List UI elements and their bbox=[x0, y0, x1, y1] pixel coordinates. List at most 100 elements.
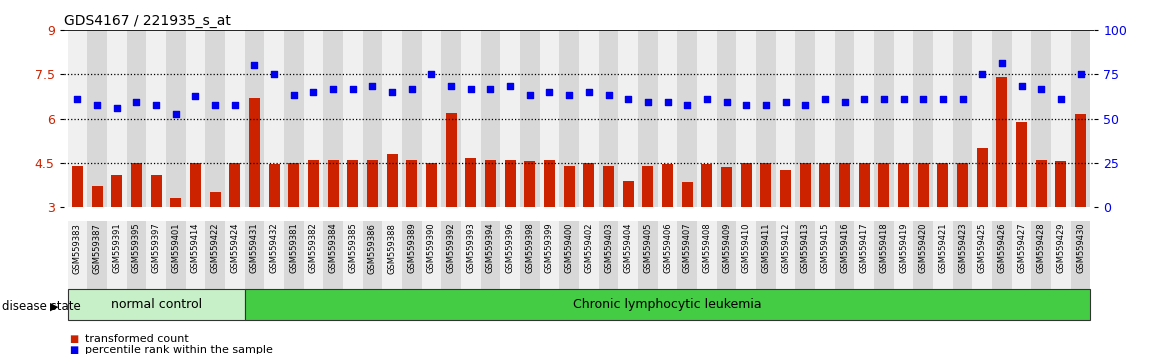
Bar bbox=[67, 221, 87, 299]
Bar bbox=[210, 192, 220, 207]
Bar bbox=[564, 166, 574, 207]
Bar bbox=[899, 163, 909, 207]
Text: GSM559406: GSM559406 bbox=[664, 223, 672, 273]
Bar bbox=[1071, 30, 1091, 207]
Point bbox=[482, 86, 500, 92]
Bar bbox=[146, 221, 166, 299]
Text: GSM559386: GSM559386 bbox=[368, 223, 378, 274]
Bar bbox=[328, 160, 338, 207]
Bar bbox=[72, 166, 83, 207]
Bar bbox=[579, 30, 599, 207]
Bar bbox=[697, 30, 717, 207]
Bar bbox=[879, 163, 889, 207]
Bar bbox=[584, 163, 594, 207]
Point bbox=[638, 99, 657, 105]
Bar bbox=[205, 221, 225, 299]
Point bbox=[618, 97, 637, 102]
Point bbox=[186, 93, 205, 99]
Bar bbox=[244, 289, 1091, 320]
Bar bbox=[855, 221, 874, 299]
Text: GSM559407: GSM559407 bbox=[683, 223, 691, 273]
Bar bbox=[382, 221, 402, 299]
Bar bbox=[658, 30, 677, 207]
Bar bbox=[540, 221, 559, 299]
Point bbox=[68, 97, 87, 102]
Point bbox=[1071, 72, 1090, 77]
Text: percentile rank within the sample: percentile rank within the sample bbox=[85, 346, 272, 354]
Point bbox=[167, 111, 185, 117]
Bar bbox=[520, 30, 540, 207]
Bar bbox=[500, 221, 520, 299]
Bar bbox=[249, 98, 259, 207]
Bar bbox=[835, 30, 855, 207]
Bar bbox=[146, 30, 166, 207]
Bar bbox=[973, 221, 992, 299]
Bar bbox=[776, 221, 796, 299]
Bar bbox=[736, 221, 756, 299]
Bar bbox=[717, 221, 736, 299]
Bar bbox=[67, 30, 87, 207]
Bar bbox=[717, 30, 736, 207]
Point bbox=[717, 99, 735, 105]
Point bbox=[697, 97, 716, 102]
Bar bbox=[894, 30, 914, 207]
Bar bbox=[481, 221, 500, 299]
Bar bbox=[977, 148, 988, 207]
Point bbox=[423, 72, 441, 77]
Bar bbox=[638, 30, 658, 207]
Bar bbox=[992, 30, 1012, 207]
Bar bbox=[855, 30, 874, 207]
Point bbox=[265, 72, 284, 77]
Bar bbox=[544, 160, 555, 207]
Bar bbox=[205, 30, 225, 207]
Text: disease state: disease state bbox=[2, 300, 81, 313]
Text: ▶: ▶ bbox=[50, 301, 58, 311]
Bar bbox=[1075, 114, 1086, 207]
Bar bbox=[1071, 221, 1091, 299]
Text: GSM559411: GSM559411 bbox=[761, 223, 770, 273]
Bar bbox=[288, 163, 299, 207]
Text: GSM559414: GSM559414 bbox=[191, 223, 200, 273]
Bar bbox=[840, 163, 850, 207]
Text: GSM559388: GSM559388 bbox=[388, 223, 397, 274]
Bar bbox=[1035, 160, 1047, 207]
Point bbox=[245, 63, 264, 68]
Bar bbox=[894, 221, 914, 299]
Bar bbox=[1012, 221, 1032, 299]
Text: GSM559398: GSM559398 bbox=[526, 223, 534, 274]
Bar bbox=[485, 160, 496, 207]
Bar bbox=[618, 30, 638, 207]
Text: Chronic lymphocytic leukemia: Chronic lymphocytic leukemia bbox=[573, 298, 762, 311]
Bar bbox=[677, 30, 697, 207]
Point bbox=[206, 103, 225, 108]
Point bbox=[108, 105, 126, 111]
Bar bbox=[933, 221, 953, 299]
Bar bbox=[343, 30, 362, 207]
Bar bbox=[466, 159, 476, 207]
Point bbox=[835, 99, 853, 105]
Bar bbox=[815, 221, 835, 299]
Bar bbox=[382, 30, 402, 207]
Bar bbox=[914, 221, 933, 299]
Text: GSM559425: GSM559425 bbox=[977, 223, 987, 273]
Point bbox=[874, 97, 893, 102]
Bar bbox=[107, 30, 126, 207]
Bar bbox=[736, 30, 756, 207]
Bar bbox=[166, 221, 185, 299]
Bar bbox=[953, 221, 973, 299]
Text: GSM559402: GSM559402 bbox=[585, 223, 593, 273]
Bar bbox=[1051, 30, 1071, 207]
Text: GSM559422: GSM559422 bbox=[211, 223, 220, 273]
Bar bbox=[603, 166, 614, 207]
Point bbox=[344, 86, 362, 92]
Bar bbox=[126, 221, 146, 299]
Bar bbox=[229, 163, 240, 207]
Bar bbox=[559, 30, 579, 207]
Bar bbox=[835, 221, 855, 299]
Bar bbox=[185, 221, 205, 299]
Point bbox=[147, 103, 166, 108]
Bar bbox=[308, 160, 318, 207]
Point bbox=[383, 89, 402, 95]
Point bbox=[736, 103, 755, 108]
Bar bbox=[540, 30, 559, 207]
